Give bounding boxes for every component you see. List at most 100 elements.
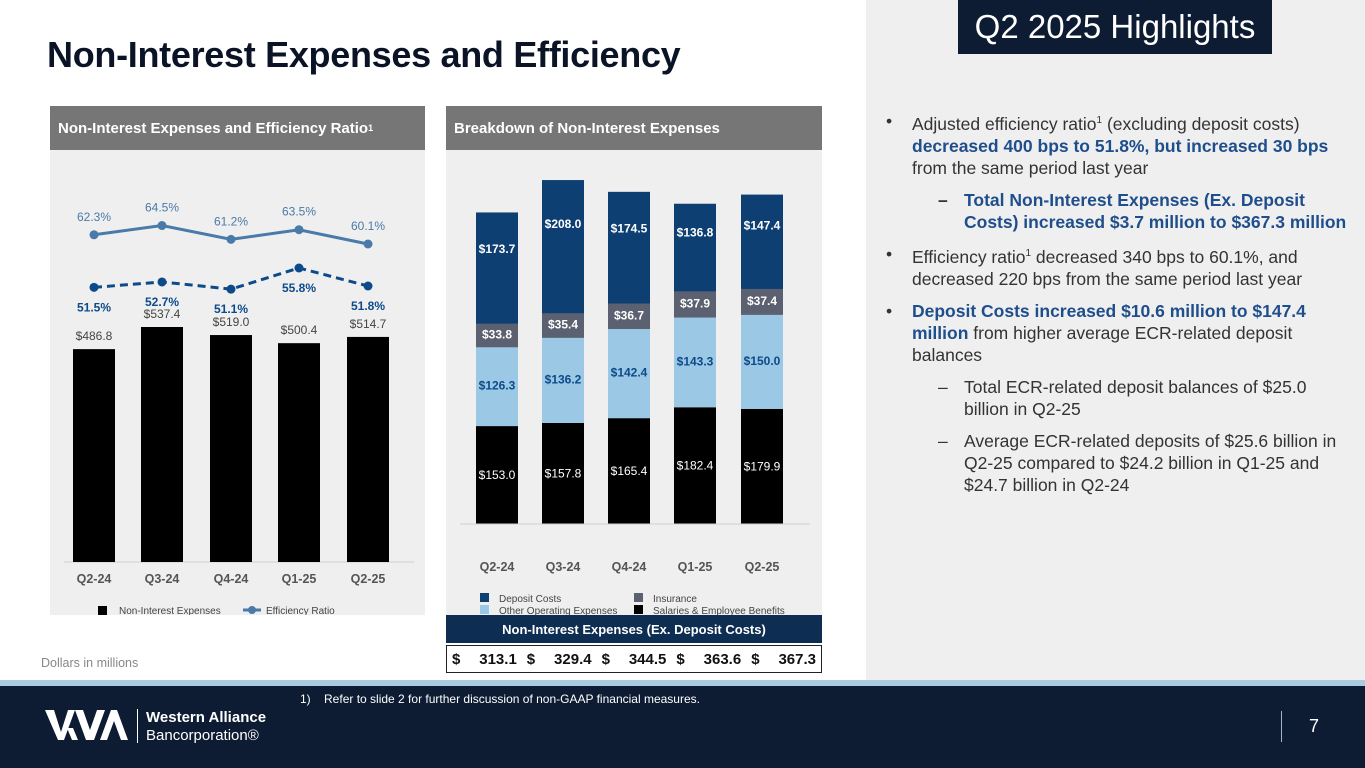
b1-sup: 1 — [1096, 115, 1103, 126]
x-tick-label: Q4-24 — [214, 572, 249, 586]
x-tick-label: Q3-24 — [145, 572, 180, 586]
adj-efficiency-ratio-point — [363, 281, 373, 291]
ni-currency: $ — [526, 650, 536, 668]
page-number-divider — [1281, 711, 1282, 742]
x-tick-label: Q4-24 — [612, 560, 647, 574]
efficiency-chart-title-sup: 1 — [368, 123, 374, 133]
b1-mid: (excluding deposit costs) — [1102, 113, 1300, 134]
footer-stripe — [0, 680, 1365, 686]
efficiency-ratio-label: 60.1% — [351, 219, 385, 233]
ni-ex-deposit-header: Non-Interest Expenses (Ex. Deposit Costs… — [446, 615, 822, 643]
legend-label-salaries: Salaries & Employee Benefits — [653, 606, 785, 615]
breakdown-chart: $153.0 $126.3 $33.8 $173.7 Q2-24 $157.8 $136.2… — [460, 180, 810, 617]
bar-salaries — [542, 423, 584, 524]
x-tick-label: Q2-25 — [745, 560, 780, 574]
highlights-badge: Q2 2025 Highlights — [958, 0, 1272, 54]
logo-subtitle: Bancorporation® — [146, 727, 259, 744]
efficiency-ratio-point — [363, 239, 373, 249]
bar-label-insurance: $35.4 — [548, 318, 578, 332]
bar-other-operating — [608, 327, 650, 419]
b1-pre: Adjusted efficiency ratio — [912, 113, 1097, 134]
bar-label-other-operating: $142.4 — [611, 366, 648, 380]
bar-insurance-band — [741, 286, 783, 315]
b3-post: from higher average ECR-related deposit … — [912, 322, 1293, 365]
nie-bar — [210, 335, 252, 562]
bar-label-other-operating: $150.0 — [744, 354, 781, 368]
breakdown-chart-title: Breakdown of Non-Interest Expenses — [454, 119, 720, 137]
x-tick-label: Q1-25 — [282, 572, 317, 586]
bar-label-salaries: $153.0 — [479, 468, 516, 482]
efficiency-chart-header: Non-Interest Expenses and Efficiency Rat… — [50, 106, 425, 150]
bar-label-deposit-costs: $173.7 — [479, 242, 516, 256]
legend-label-insurance: Insurance — [653, 594, 697, 605]
bar-label-deposit-costs: $136.8 — [677, 226, 714, 240]
logo-divider — [137, 709, 138, 743]
b1-highlight: decreased 400 bps to 51.8%, but increase… — [912, 135, 1329, 156]
bar-deposit-costs — [741, 194, 783, 289]
nie-bar — [347, 336, 389, 562]
bar-label-other-operating: $136.2 — [545, 372, 582, 386]
x-tick-label: Q3-24 — [546, 560, 581, 574]
ni-value: 344.5 — [628, 650, 667, 668]
bar-label-other-operating: $143.3 — [677, 354, 714, 368]
ni-cell: $329.4 — [522, 651, 597, 668]
bar-insurance-band — [476, 321, 518, 348]
ni-value: 329.4 — [554, 650, 592, 668]
legend-label-eff: Efficiency Ratio — [266, 606, 335, 615]
footnote-number: 1) — [300, 692, 311, 706]
logo-name: Western Alliance — [146, 709, 267, 726]
ni-currency: $ — [601, 650, 610, 668]
efficiency-ratio-label: 61.2% — [214, 214, 248, 228]
adj-efficiency-ratio-point — [89, 282, 99, 292]
bar-deposit-costs — [476, 212, 518, 324]
western-alliance-logo-icon — [45, 710, 128, 740]
efficiency-ratio-point — [89, 230, 99, 240]
ni-value: 367.3 — [778, 650, 816, 668]
sub-bullet-total-nie: Total Non-Interest Expenses (Ex. Deposit… — [886, 189, 1356, 233]
efficiency-chart: $486.8 Q2-24 $537.4 Q3-24 $519.0 Q4-24 $500.4 Q… — [64, 201, 414, 629]
breakdown-chart-panel: Breakdown of Non-Interest Expenses $153.… — [446, 106, 822, 617]
bar-insurance-band — [542, 311, 584, 338]
bar-label-salaries: $182.4 — [677, 459, 714, 473]
efficiency-ratio-point — [294, 225, 304, 235]
legend-marker-eff — [248, 606, 256, 614]
adj-efficiency-ratio-point — [226, 284, 236, 294]
page-title: Non-Interest Expenses and Efficiency — [47, 34, 681, 75]
adj-efficiency-ratio-label: 55.8% — [282, 281, 316, 295]
bar-label-salaries: $157.8 — [545, 467, 582, 481]
efficiency-ratio-label: 64.5% — [145, 201, 179, 215]
x-tick-label: Q2-24 — [480, 560, 515, 574]
bar-label-deposit-costs: $174.5 — [611, 222, 648, 236]
adj-efficiency-ratio-label: 51.8% — [351, 299, 385, 313]
nie-bar-label: $486.8 — [76, 329, 113, 343]
bar-label-salaries: $179.9 — [744, 459, 781, 473]
efficiency-chart-title: Non-Interest Expenses and Efficiency Rat… — [58, 119, 369, 137]
bar-label-deposit-costs: $147.4 — [744, 219, 781, 233]
bar-label-insurance: $37.9 — [680, 296, 710, 310]
ni-value: 363.6 — [703, 650, 742, 668]
sub-bullet-ecr-average: Average ECR-related deposits of $25.6 bi… — [886, 430, 1356, 496]
bar-other-operating — [674, 315, 716, 408]
ni-cell: $363.6 — [671, 651, 746, 668]
nie-bar — [141, 327, 183, 562]
bar-label-deposit-costs: $208.0 — [545, 217, 582, 231]
nie-bar-label: $500.4 — [281, 323, 318, 337]
efficiency-ratio-label: 63.5% — [282, 205, 316, 219]
bar-insurance-band — [608, 301, 650, 330]
bullet-deposit-costs: Deposit Costs increased $10.6 million to… — [886, 300, 1356, 366]
x-tick-label: Q2-24 — [77, 572, 112, 586]
footer — [0, 686, 1365, 768]
legend-swatch-insurance — [634, 593, 643, 602]
adj-efficiency-ratio-point — [294, 263, 304, 273]
ni-currency: $ — [676, 650, 685, 668]
bar-salaries — [674, 407, 716, 524]
efficiency-chart-panel: Non-Interest Expenses and Efficiency Rat… — [50, 106, 425, 629]
legend-swatch-other — [480, 605, 489, 614]
legend-swatch-salaries — [634, 605, 643, 614]
efficiency-ratio-point — [157, 221, 167, 231]
b3-highlight: Deposit Costs increased $10.6 million to… — [912, 300, 1306, 343]
adj-efficiency-ratio-label: 51.5% — [77, 300, 111, 314]
adj-efficiency-ratio-point — [157, 277, 167, 287]
bar-salaries — [608, 418, 650, 524]
ni-value: 313.1 — [479, 650, 517, 668]
